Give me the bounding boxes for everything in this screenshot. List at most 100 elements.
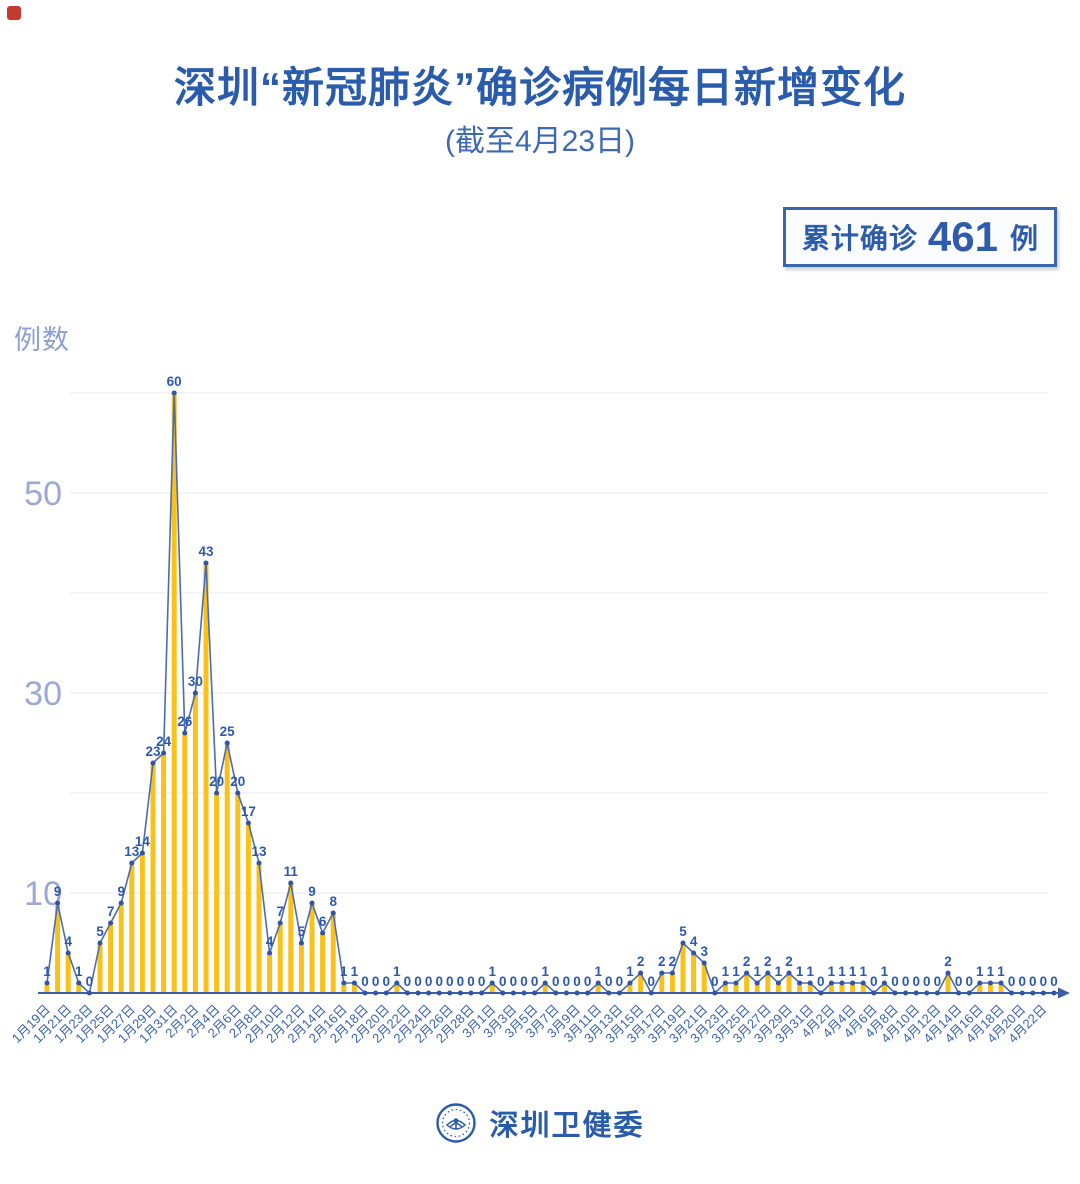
value-label: 0 [616, 974, 624, 989]
value-label: 5 [679, 924, 687, 939]
value-label: 0 [478, 974, 486, 989]
value-label: 17 [241, 804, 256, 819]
data-point-marker [553, 990, 559, 996]
value-label: 20 [230, 774, 245, 789]
page-title: 深圳“新冠肺炎”确诊病例每日新增变化 [173, 64, 906, 111]
bar [288, 883, 294, 993]
value-label: 9 [308, 884, 316, 899]
data-point-marker [203, 560, 209, 566]
bar [65, 953, 71, 993]
bar [744, 973, 750, 993]
value-label: 0 [414, 974, 422, 989]
value-label: 1 [594, 964, 602, 979]
bar [161, 753, 167, 993]
badge-prefix-label: 累计确诊 [801, 223, 918, 254]
value-label: 0 [1040, 974, 1048, 989]
data-point-marker [913, 990, 919, 996]
data-point-marker [669, 970, 675, 976]
data-point-marker [426, 990, 432, 996]
bar [701, 963, 707, 993]
data-point-marker [638, 970, 644, 976]
data-point-marker [680, 940, 686, 946]
value-label: 2 [764, 954, 772, 969]
value-label: 0 [711, 974, 719, 989]
bar [235, 793, 241, 993]
x-axis-arrow [1058, 987, 1070, 999]
data-point-marker [214, 790, 220, 796]
data-point-marker [362, 990, 368, 996]
bar [298, 943, 304, 993]
data-point-marker [118, 900, 124, 906]
data-point-marker [828, 980, 834, 986]
value-label: 1 [722, 964, 730, 979]
bar [691, 953, 697, 993]
bar [659, 973, 665, 993]
data-point-marker [722, 980, 728, 986]
data-point-marker [701, 960, 707, 966]
data-point-marker [987, 980, 993, 986]
data-point-marker [86, 990, 92, 996]
data-point-marker [881, 980, 887, 986]
data-point-marker [585, 990, 591, 996]
bar [277, 923, 283, 993]
value-label: 0 [499, 974, 507, 989]
value-label: 0 [934, 974, 942, 989]
value-label: 0 [923, 974, 931, 989]
data-point-marker [55, 900, 61, 906]
data-point-marker [97, 940, 103, 946]
bar [394, 983, 400, 993]
bar [627, 983, 633, 993]
value-label: 2 [743, 954, 751, 969]
data-point-marker [786, 970, 792, 976]
data-point-marker [298, 940, 304, 946]
data-point-marker [489, 980, 495, 986]
bar [765, 973, 771, 993]
data-point-marker [1051, 990, 1057, 996]
data-point-marker [691, 950, 697, 956]
data-point-marker [648, 990, 654, 996]
data-point-marker [627, 980, 633, 986]
data-point-marker [542, 980, 548, 986]
y-tick-label: 30 [24, 675, 62, 713]
red-corner-logo-mark [7, 6, 21, 20]
data-point-marker [797, 980, 803, 986]
value-label: 0 [912, 974, 920, 989]
value-label: 0 [955, 974, 963, 989]
bar [118, 903, 124, 993]
data-point-marker [224, 740, 230, 746]
data-point-marker [161, 750, 167, 756]
data-point-marker [415, 990, 421, 996]
data-point-marker [65, 950, 71, 956]
bar [320, 933, 326, 993]
data-point-marker [754, 980, 760, 986]
value-label: 1 [775, 964, 783, 979]
bar [224, 743, 230, 993]
data-point-marker [807, 980, 813, 986]
value-label: 1 [393, 964, 401, 979]
data-point-marker [235, 790, 241, 796]
value-label: 20 [209, 774, 224, 789]
data-point-marker [267, 950, 273, 956]
value-label: 1 [806, 964, 814, 979]
value-label: 2 [669, 954, 677, 969]
page-subtitle: (截至4月23日) [444, 125, 636, 158]
y-tick-label: 50 [24, 475, 62, 513]
bar [733, 983, 739, 993]
data-point-marker [977, 980, 983, 986]
data-point-marker [510, 990, 516, 996]
bar [245, 823, 251, 993]
y-axis-title: 例数 [14, 325, 70, 355]
value-label: 0 [605, 974, 613, 989]
data-point-marker [595, 980, 601, 986]
data-point-marker [108, 920, 114, 926]
data-point-marker [903, 990, 909, 996]
data-point-marker [256, 860, 262, 866]
data-point-marker [574, 990, 580, 996]
value-label: 1 [849, 964, 857, 979]
value-label: 60 [167, 374, 182, 389]
data-point-marker [182, 730, 188, 736]
data-point-marker [924, 990, 930, 996]
data-point-marker [330, 910, 336, 916]
data-point-marker [351, 980, 357, 986]
value-label: 1 [881, 964, 889, 979]
